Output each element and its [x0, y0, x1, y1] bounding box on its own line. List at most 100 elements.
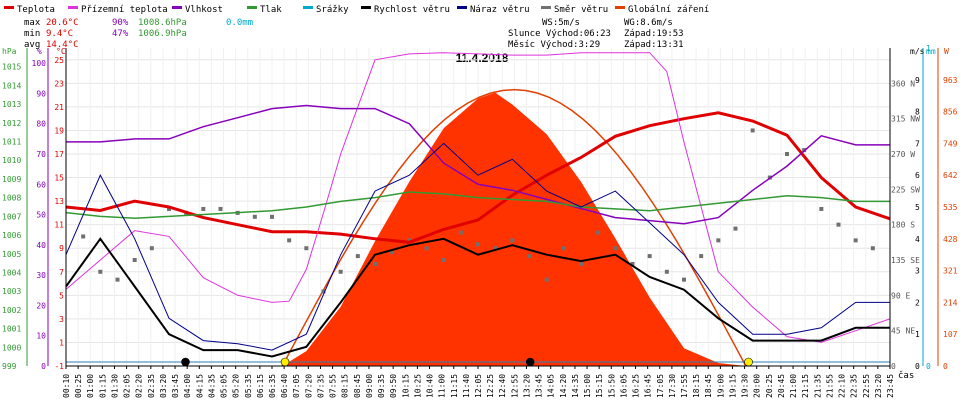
- x-tick-label: 03:45: [171, 374, 180, 398]
- x-tick-label: 19:30: [741, 374, 750, 398]
- wind-direction-point: [458, 230, 463, 235]
- axis-unit-label: %: [37, 47, 42, 56]
- wind-speed-tick-label: 8: [915, 108, 920, 117]
- temperature-tick-label: 3: [59, 315, 64, 324]
- wind-direction-point: [149, 246, 154, 251]
- legend-label: Rychlost větru: [374, 5, 450, 15]
- legend-swatch: [615, 6, 625, 9]
- legend-swatch: [541, 6, 551, 9]
- radiation-tick-label: 107: [943, 330, 958, 339]
- series-line: [66, 104, 890, 225]
- x-tick-label: 07:05: [292, 374, 301, 398]
- pressure-tick-label: 1013: [2, 100, 21, 109]
- radiation-tick-label: 428: [943, 235, 958, 244]
- wind-direction-point: [373, 261, 377, 266]
- x-tick-label: 18:15: [692, 374, 701, 398]
- wind-direction-point: [132, 258, 137, 262]
- wind-direction-point: [115, 277, 120, 282]
- wind-direction-point: [836, 222, 841, 227]
- x-tick-label: 10:25: [413, 374, 422, 398]
- series-line: [65, 237, 890, 358]
- humidity-tick-label: 30: [36, 271, 46, 280]
- x-tick-label: 09:00: [365, 374, 374, 398]
- x-tick-label: 15:50: [607, 374, 616, 398]
- wind-direction-point: [390, 250, 395, 255]
- x-tick-label: 20:25: [765, 374, 774, 398]
- x-tick-label: 05:05: [220, 374, 229, 398]
- x-tick-label: 20:00: [753, 374, 762, 398]
- pressure-tick-label: 1012: [2, 119, 21, 128]
- legend-label: Náraz větru: [470, 5, 530, 15]
- legend-swatch: [303, 6, 313, 9]
- wind-direction-point: [407, 238, 412, 243]
- x-tick-label: 11:00: [438, 374, 447, 398]
- wind-speed-tick-label: 0: [915, 362, 920, 371]
- wind-speed-tick-label: 3: [915, 267, 920, 276]
- wind-direction-point: [218, 206, 223, 211]
- stats-block: max 20.6°C 90% 1008.6hPa 0.0mm min 9.4°C…: [24, 18, 253, 50]
- x-tick-label: 15:00: [583, 374, 592, 398]
- sun-moon-block: WS:5m/s WG:8.6m/s Slunce Východ:06:23 Zá…: [508, 18, 684, 50]
- radiation-tick-label: 0: [943, 362, 948, 371]
- x-tick-label: 22:10: [838, 374, 847, 398]
- x-tick-label: 13:20: [522, 374, 531, 398]
- wind-direction-point: [355, 254, 360, 259]
- x-tick-label: 00:25: [74, 374, 83, 398]
- axis-unit-label: m/s: [910, 47, 925, 56]
- wind-speed-tick-label: 7: [915, 139, 920, 148]
- x-tick-label: 21:55: [825, 374, 834, 398]
- x-tick-label: 06:15: [256, 374, 265, 398]
- humidity-tick-label: 20: [36, 301, 46, 310]
- wind-direction-point: [750, 128, 755, 133]
- wind-direction-point: [98, 269, 103, 274]
- legend-label: Směr větru: [554, 5, 608, 15]
- x-tick-label: 17:05: [656, 374, 665, 398]
- x-tick-label: 21:15: [801, 374, 810, 398]
- axis-unit-label: hPa: [2, 47, 17, 56]
- stats-max-hum: 90%: [112, 18, 129, 28]
- wind-dir-tick-label: 135 SE: [891, 256, 920, 265]
- wind-direction-point: [321, 289, 326, 294]
- pressure-tick-label: 1005: [2, 250, 21, 259]
- x-tick-label: 08:15: [341, 374, 350, 398]
- wind-direction-point: [870, 246, 875, 251]
- wind-direction-point: [733, 226, 738, 231]
- moonrise-text: Měsíc Východ:3:29: [508, 40, 600, 50]
- x-tick-label: 08:45: [353, 374, 362, 398]
- wind-direction-point: [493, 246, 498, 251]
- x-tick-label: 12:40: [498, 374, 507, 398]
- wind-speed-tick-label: 9: [915, 76, 920, 85]
- axis-unit-label: mm: [926, 47, 936, 56]
- pressure-tick-label: 1015: [2, 63, 21, 72]
- wind-direction-point: [785, 152, 789, 156]
- temperature-tick-label: 13: [54, 197, 64, 206]
- sun-moon-marker: [181, 357, 190, 367]
- x-tick-label: 01:30: [110, 374, 119, 398]
- x-tick-label: 10:15: [401, 374, 410, 398]
- temperature-tick-label: 21: [54, 103, 64, 112]
- radiation-area: [282, 92, 746, 366]
- stats-min-temp: 9.4°C: [46, 29, 73, 39]
- x-tick-label: 11:15: [450, 374, 459, 398]
- legend-swatch: [457, 6, 467, 9]
- legend-swatch: [361, 6, 371, 9]
- pressure-tick-label: 1002: [2, 306, 21, 315]
- series-line: [65, 142, 890, 351]
- pressure-tick-label: 1009: [2, 175, 21, 184]
- x-tick-label: 09:35: [377, 374, 386, 398]
- stats-min-hum: 47%: [112, 29, 129, 39]
- pressure-tick-label: 1010: [2, 156, 21, 165]
- wind-direction-point: [424, 246, 429, 251]
- x-tick-label: 14:20: [559, 374, 568, 398]
- x-tick-label: 06:40: [280, 374, 289, 398]
- axis-unit-label: °C: [56, 47, 66, 56]
- temperature-tick-label: 25: [54, 56, 64, 65]
- x-tick-label: 18:45: [704, 374, 713, 398]
- legend-label: Tlak: [260, 5, 282, 15]
- wind-direction-point: [716, 238, 721, 243]
- x-tick-label: 05:35: [244, 374, 253, 398]
- pressure-tick-label: 1000: [2, 343, 21, 352]
- wind-dir-tick-label: 270 W: [891, 150, 915, 159]
- x-tick-label: 21:00: [789, 374, 798, 398]
- wind-direction-point: [338, 269, 343, 274]
